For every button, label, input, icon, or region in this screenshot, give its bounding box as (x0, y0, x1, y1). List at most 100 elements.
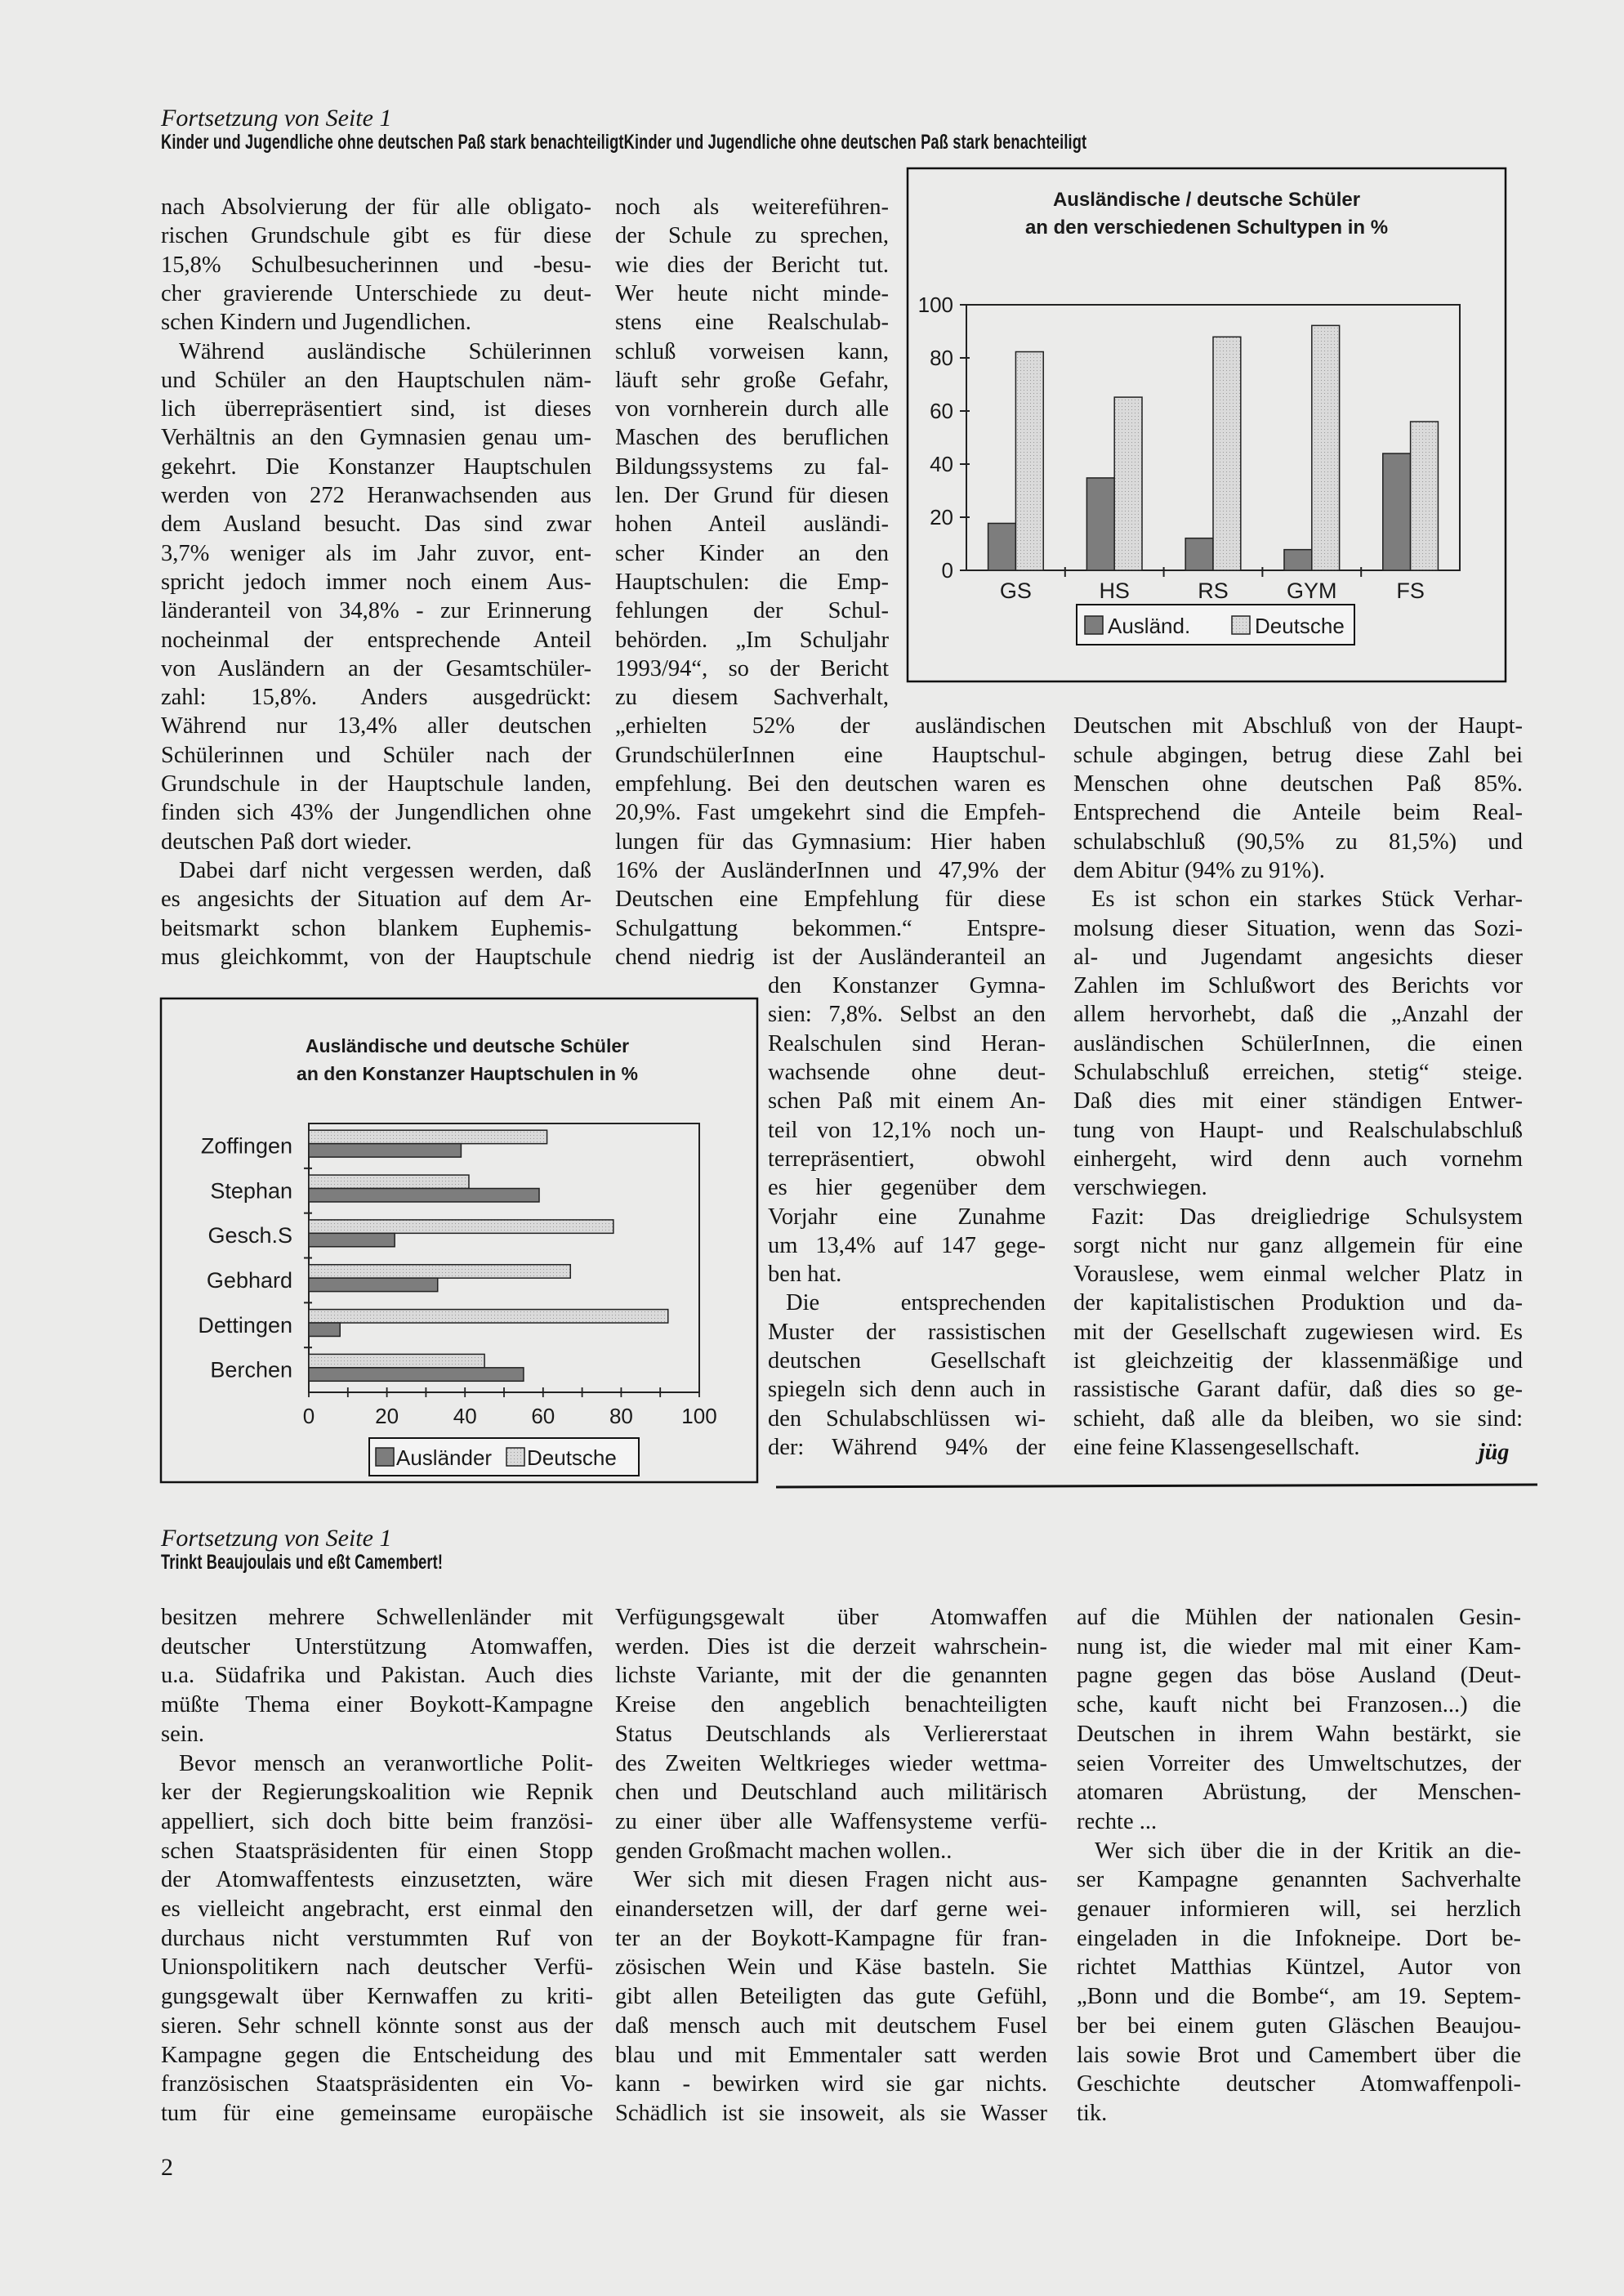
text-line: sieren. Sehr schnell könnte sonst aus de… (161, 2012, 593, 2039)
article-divider (775, 1483, 1538, 1489)
text-line: finden sich 43% der Jungendlichen ohne (161, 800, 591, 826)
text-line: auf die Mühlen der nationalen Gesin- (1077, 1605, 1521, 1630)
y-tick-label: 100 (918, 293, 953, 317)
text-line: Wer sich über die in der Kritik an die- (1095, 1838, 1521, 1864)
text-line: eine feine Klassengesellschaft. (1073, 1434, 1360, 1460)
text-line: ser Kampagne genannten Sachverhalte (1077, 1867, 1521, 1893)
x-category-label: HS (1099, 578, 1130, 603)
text-line: tung von Haupt- und Realschulabschluß (1073, 1117, 1523, 1143)
text-line: tik. (1077, 2100, 1108, 2126)
chart-subtitle: an den verschiedenen Schultypen in % (1025, 217, 1388, 239)
text-line: Schädlich ist sie insoweit, als sie Wass… (615, 2100, 1047, 2126)
legend-box (368, 1437, 640, 1476)
text-line: Kreise den angeblich benachteiligten (615, 1692, 1047, 1718)
text-line: schieht, daß alle da bleiben, wo sie sin… (1073, 1405, 1523, 1432)
legend-swatch (375, 1447, 395, 1467)
text-line: seien Vorreiter des Umweltschutzes, der (1077, 1750, 1521, 1776)
text-line: richtet Matthias Küntzel, Autor von (1077, 1954, 1521, 1981)
text-line: lich überrepräsentiert sind, ist dieses (161, 396, 591, 422)
text-line: nach Absolvierung der für alle obligato- (161, 194, 591, 220)
text-line: al- und Jugendamt angesichts dieser (1073, 944, 1523, 970)
legend-label: Deutsche (527, 1445, 617, 1470)
text-line: kann - bewirken wird sie gar nichts. (615, 2071, 1047, 2097)
text-line: sorgt nicht nur ganz allgemein für eine (1073, 1232, 1523, 1258)
legend-label: Ausländer (396, 1445, 492, 1470)
text-line: werden von 272 Heranwachsenden aus (161, 483, 591, 508)
text-line: ker der Regierungskoalition wie Repnik (161, 1780, 593, 1806)
text-line: Deutschen eine Empfehlung für diese (615, 887, 1046, 913)
bar-stephan-deutsche (308, 1174, 470, 1190)
text-line: daß mensch auch mit deutschem Fusel (615, 2012, 1047, 2039)
text-line: verschwiegen. (1073, 1175, 1207, 1201)
text-line: teil von 12,1% noch un- (768, 1117, 1046, 1143)
bar-dettingen-deutsche (308, 1308, 669, 1324)
text-line: den Konstanzer Gymna- (768, 973, 1046, 999)
text-line: hohen Anteil ausländi- (615, 511, 889, 538)
bar-zoffingen-deutsche (308, 1129, 548, 1145)
x-tick-label: 0 (303, 1404, 315, 1428)
text-line: u.a. Südafrika und Pakistan. Auch dies (161, 1663, 593, 1689)
text-line: Es ist schon ein starkes Stück Verhar- (1091, 887, 1523, 913)
text-line: Hauptschulen: die Emp- (615, 569, 889, 595)
text-line: deutschen Gesellschaft (768, 1348, 1046, 1374)
y-category-label: Dettingen (198, 1313, 292, 1338)
text-line: Bevor mensch an veranwortliche Polit- (179, 1750, 593, 1776)
y-tick-label: 80 (930, 346, 953, 370)
bar-stephan-auslaender (308, 1187, 540, 1203)
x-tick-label: 40 (453, 1404, 477, 1428)
text-line: chend niedrig ist der Ausländeranteil an (615, 944, 1046, 970)
text-line: tum für eine gemeinsame europäische (161, 2100, 593, 2126)
legend-label: Deutsche (1255, 614, 1345, 638)
text-line: gibt allen Beteiligten das gute Gefühl, (615, 1984, 1047, 2010)
text-line: dem Abitur (94% zu 91%). (1073, 857, 1325, 883)
bar-rs-deutsche (1212, 336, 1242, 571)
text-line: es vielleicht angebracht, erst einmal de… (161, 1896, 593, 1922)
legend-box (1076, 604, 1355, 645)
bar-gs-auslaender (987, 522, 1017, 571)
text-line: 20,9%. Fast umgekehrt sind die Empfeh- (615, 800, 1046, 826)
chart-title: Ausländische und deutsche Schüler (306, 1035, 629, 1056)
text-line: genauer informieren will, sei herzlich (1077, 1896, 1521, 1922)
text-line: ist gleichzeitig der klassenmäßige und (1073, 1348, 1523, 1374)
text-line: atomaren Abrüstung, der Menschen- (1077, 1780, 1521, 1806)
text-line: 3,7% weniger als im Jahr zuvor, ent- (161, 540, 591, 566)
page-number: 2 (161, 2154, 173, 2181)
article2-headline: Trinkt Beaujoulais und eßt Camembert! (161, 1551, 444, 1574)
text-line: der: Während 94% der (768, 1434, 1046, 1460)
text-line: Deutschen in ihrem Wahn bestärkt, sie (1077, 1721, 1521, 1747)
text-line: Status Deutschlands als Verliererstaat (615, 1721, 1047, 1747)
text-line: spiegeln sich denn auch in (768, 1377, 1046, 1403)
text-line: ter an der Boykott-Kampagne für fran- (615, 1925, 1047, 1951)
text-line: „Bonn und die Bombe“, am 19. Septem- (1077, 1984, 1521, 2010)
text-line: Während nur 13,4% aller deutschen (161, 713, 591, 739)
text-line: cher gravierende Unterschiede zu deut- (161, 280, 591, 306)
text-line: müßte Thema einer Boykott-Kampagne (161, 1692, 593, 1718)
text-line: deutschen Paß dort wieder. (161, 829, 413, 855)
text-line: mit der Gesellschaft zugewiesen wird. Es (1073, 1319, 1523, 1345)
text-line: rischen Grundschule gibt es für diese (161, 223, 591, 249)
bar-berchen-deutsche (308, 1353, 485, 1369)
text-line: besitzen mehrere Schwellenländer mit (161, 1605, 593, 1630)
text-line: Die entsprechenden (786, 1290, 1046, 1316)
legend-swatch (506, 1447, 525, 1467)
bar-dettingen-auslaender (308, 1322, 341, 1338)
text-line: Schülerinnen und Schüler nach der (161, 742, 591, 768)
text-line: Vorauslese, wem einmal welcher Platz in (1073, 1262, 1523, 1288)
chart-school-types: Ausländische / deutsche Schüler an den ve… (906, 167, 1507, 683)
text-line: Vorjahr eine Zunahme (768, 1204, 1046, 1230)
bar-gs-deutsche (1015, 351, 1044, 571)
y-tick-label: 40 (930, 452, 953, 476)
text-line: Geschichte deutscher Atomwaffenpoli- (1077, 2071, 1521, 2097)
text-line: um 13,4% auf 147 gege- (768, 1232, 1046, 1258)
text-line: lais sowie Brot und Camembert über die (1077, 2042, 1521, 2068)
text-line: von Ausländern an der Gesamtschüler- (161, 655, 591, 681)
text-line: sein. (161, 1721, 205, 1747)
text-line: behörden. „Im Schuljahr (615, 627, 889, 653)
text-line: ben hat. (768, 1262, 842, 1288)
text-line: mus gleichkommt, von der Hauptschule (161, 944, 591, 970)
text-line: gungsgewalt über Kernwaffen zu kriti- (161, 1984, 593, 2010)
bar-hs-deutsche (1113, 396, 1143, 571)
text-line: Daß dies mit einer ständigen Entwer- (1073, 1088, 1523, 1114)
y-category-label: Zoffingen (201, 1133, 292, 1158)
text-line: Verhältnis an den Gymnasien genau um- (161, 425, 591, 451)
